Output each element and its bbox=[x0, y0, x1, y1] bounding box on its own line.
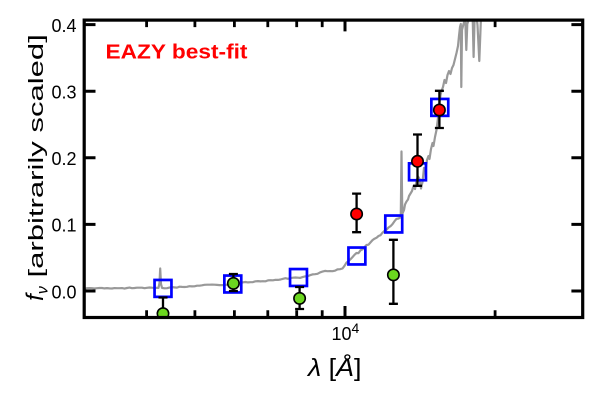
svg-text:0.1: 0.1 bbox=[51, 216, 76, 236]
svg-text:EAZY best-fit: EAZY best-fit bbox=[106, 42, 248, 64]
svg-text:0.4: 0.4 bbox=[51, 16, 76, 36]
svg-text:λ [Å]: λ [Å] bbox=[306, 352, 362, 382]
svg-text:0.3: 0.3 bbox=[51, 83, 76, 103]
svg-text:0.0: 0.0 bbox=[51, 282, 76, 302]
svg-text:fν [arbitrarily scaled]: fν [arbitrarily scaled] bbox=[22, 34, 52, 301]
svg-text:0.2: 0.2 bbox=[51, 149, 76, 169]
